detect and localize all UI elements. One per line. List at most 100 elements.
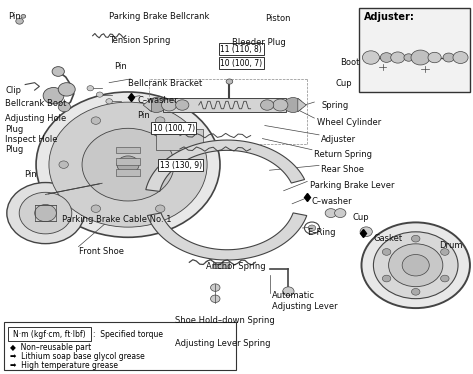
Circle shape: [19, 192, 72, 234]
Text: Front Shoe: Front Shoe: [79, 246, 123, 255]
Text: Pin: Pin: [8, 12, 20, 21]
Circle shape: [156, 205, 165, 212]
Circle shape: [58, 83, 75, 96]
Circle shape: [106, 99, 113, 104]
Text: Return Spring: Return Spring: [315, 150, 372, 159]
Bar: [116, 158, 140, 165]
Bar: [116, 147, 140, 153]
Circle shape: [58, 102, 70, 112]
Text: Drum: Drum: [439, 241, 463, 250]
Circle shape: [52, 67, 64, 76]
Circle shape: [411, 50, 430, 65]
Text: Wheel Cylinder: Wheel Cylinder: [317, 118, 381, 127]
Text: Inspect Hole
Plug: Inspect Hole Plug: [5, 135, 58, 154]
Text: 10 (100, 7): 10 (100, 7): [153, 124, 195, 133]
Text: Pin: Pin: [114, 62, 127, 71]
Text: 13 (130, 9): 13 (130, 9): [160, 161, 202, 170]
Text: Bleeder Plug: Bleeder Plug: [232, 38, 286, 47]
Text: Parking Brake Bellcrank: Parking Brake Bellcrank: [109, 12, 210, 21]
Circle shape: [412, 235, 420, 242]
Circle shape: [389, 244, 443, 287]
Circle shape: [91, 117, 101, 124]
Text: Adjusting Lever Spring: Adjusting Lever Spring: [175, 339, 271, 348]
Circle shape: [82, 128, 174, 201]
Text: Automatic
Adjusting Lever: Automatic Adjusting Lever: [272, 291, 338, 311]
Circle shape: [440, 249, 449, 255]
Circle shape: [382, 275, 391, 282]
Circle shape: [87, 86, 94, 91]
Circle shape: [380, 53, 393, 62]
Bar: [4, 322, 236, 370]
Text: Anchor Spring: Anchor Spring: [206, 262, 265, 271]
Circle shape: [391, 52, 405, 63]
Circle shape: [361, 223, 470, 308]
Bar: [219, 57, 263, 69]
Text: N·m (kgf·cm, ft·lbf): N·m (kgf·cm, ft·lbf): [13, 330, 86, 339]
Circle shape: [428, 52, 441, 63]
Text: :  Specified torque: : Specified torque: [93, 330, 163, 339]
Circle shape: [334, 209, 346, 218]
Polygon shape: [298, 98, 307, 112]
Circle shape: [402, 255, 429, 276]
Polygon shape: [143, 98, 152, 112]
Circle shape: [91, 205, 101, 212]
Circle shape: [43, 88, 64, 104]
Circle shape: [362, 51, 379, 64]
Polygon shape: [148, 213, 307, 260]
Circle shape: [188, 161, 197, 168]
Circle shape: [453, 52, 468, 64]
Circle shape: [283, 287, 294, 296]
Bar: [151, 122, 196, 134]
Text: Bellcrank Boot: Bellcrank Boot: [5, 99, 67, 108]
Circle shape: [261, 100, 274, 110]
Circle shape: [360, 227, 372, 237]
Text: Cup: Cup: [352, 213, 368, 222]
Circle shape: [7, 183, 84, 243]
Circle shape: [96, 92, 103, 97]
Text: Adjuster: Adjuster: [321, 135, 357, 144]
Circle shape: [36, 92, 220, 237]
Circle shape: [440, 275, 449, 282]
Text: Spring: Spring: [321, 101, 349, 110]
Bar: [158, 159, 203, 171]
Circle shape: [284, 98, 303, 113]
Text: Tension Spring: Tension Spring: [109, 36, 171, 45]
Circle shape: [156, 117, 165, 124]
Circle shape: [21, 15, 26, 18]
Text: C–washer: C–washer: [138, 96, 178, 105]
Polygon shape: [146, 140, 305, 191]
Text: Parking Brake Lever: Parking Brake Lever: [310, 181, 394, 190]
Circle shape: [16, 18, 23, 24]
Circle shape: [273, 99, 288, 111]
Bar: [213, 261, 229, 268]
Circle shape: [147, 98, 166, 113]
Text: Piston: Piston: [265, 14, 290, 23]
Circle shape: [226, 79, 233, 84]
Text: Parking Brake Cable No. 1: Parking Brake Cable No. 1: [62, 215, 172, 224]
Text: Clip: Clip: [5, 86, 21, 95]
Bar: [163, 98, 286, 112]
Text: 10 (100, 7): 10 (100, 7): [220, 59, 263, 68]
Circle shape: [373, 232, 458, 299]
Text: Rear Shoe: Rear Shoe: [321, 165, 364, 174]
Circle shape: [325, 209, 336, 218]
Text: C–washer: C–washer: [311, 197, 351, 206]
Circle shape: [382, 249, 391, 255]
Text: Boot: Boot: [340, 58, 359, 67]
Circle shape: [210, 295, 220, 303]
Circle shape: [412, 288, 420, 295]
Text: 11 (110, 8): 11 (110, 8): [220, 45, 262, 53]
Text: ➡  High temperature grease: ➡ High temperature grease: [10, 361, 118, 370]
Bar: [8, 327, 91, 341]
Text: ➡  Lithium soap base glycol grease: ➡ Lithium soap base glycol grease: [10, 352, 145, 361]
Text: Shoe Hold–down Spring: Shoe Hold–down Spring: [175, 316, 275, 325]
Circle shape: [59, 161, 69, 168]
Text: Adjuster:: Adjuster:: [364, 12, 415, 22]
Bar: [156, 129, 203, 150]
Bar: [359, 8, 470, 92]
Circle shape: [35, 205, 56, 222]
Circle shape: [308, 225, 316, 231]
Circle shape: [49, 102, 207, 227]
Circle shape: [404, 54, 413, 61]
Bar: [219, 43, 263, 55]
